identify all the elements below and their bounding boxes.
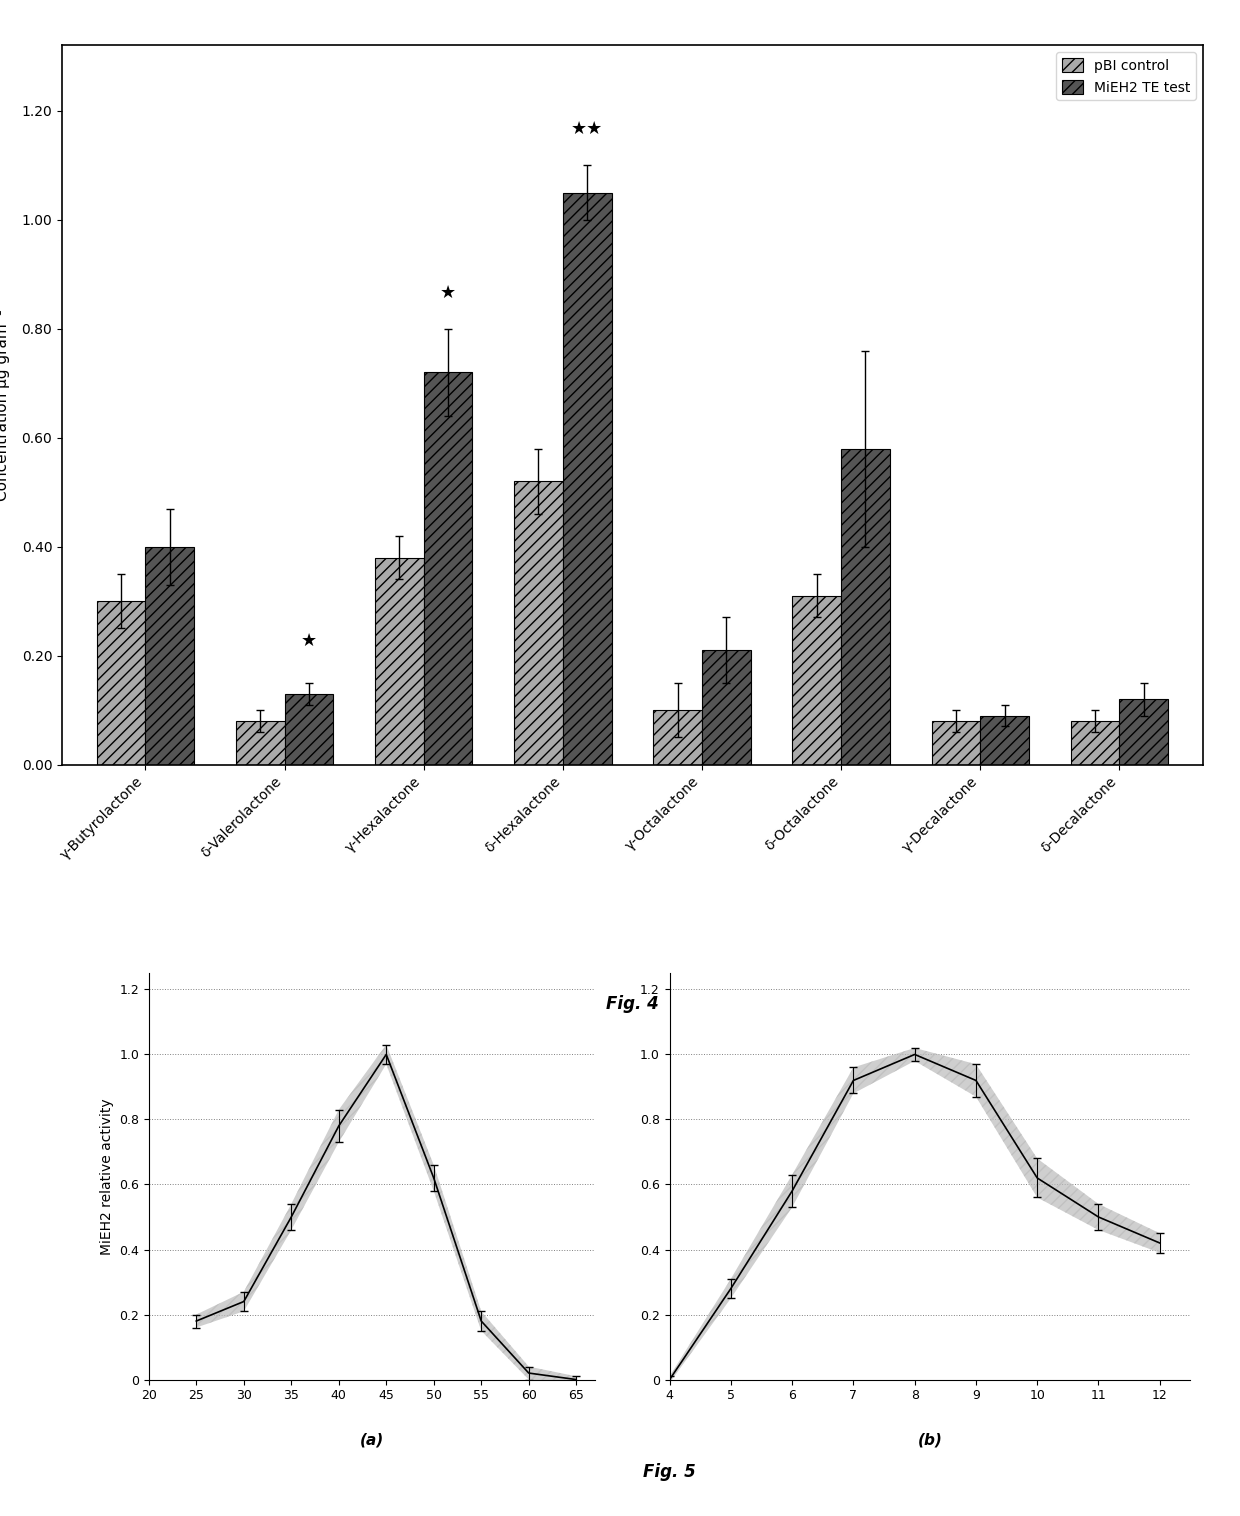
Text: ★: ★ [440, 283, 456, 302]
Bar [980, 716, 1029, 764]
Bar [702, 650, 750, 764]
Bar [424, 373, 472, 764]
Bar [285, 694, 334, 764]
Text: Fig. 4: Fig. 4 [606, 994, 658, 1013]
Legend: pBI control, MiEH2 TE test: pBI control, MiEH2 TE test [1056, 53, 1195, 100]
Bar [145, 547, 195, 764]
Text: Fig. 5: Fig. 5 [644, 1463, 696, 1481]
Bar [236, 722, 285, 764]
Bar [653, 709, 702, 764]
Bar [1070, 722, 1120, 764]
Y-axis label: Concentration µg gram⁻¹: Concentration µg gram⁻¹ [0, 309, 10, 500]
Bar [515, 481, 563, 764]
Text: (a): (a) [360, 1433, 384, 1448]
Text: (b): (b) [918, 1433, 942, 1448]
Text: ★★: ★★ [572, 120, 604, 138]
Text: ★: ★ [301, 632, 317, 650]
Bar [563, 193, 611, 764]
Bar [931, 722, 980, 764]
Bar [841, 449, 890, 764]
Bar [1120, 699, 1168, 764]
Bar [97, 602, 145, 764]
Bar [792, 596, 841, 764]
Bar [374, 558, 424, 764]
Y-axis label: MiEH2 relative activity: MiEH2 relative activity [99, 1098, 114, 1255]
